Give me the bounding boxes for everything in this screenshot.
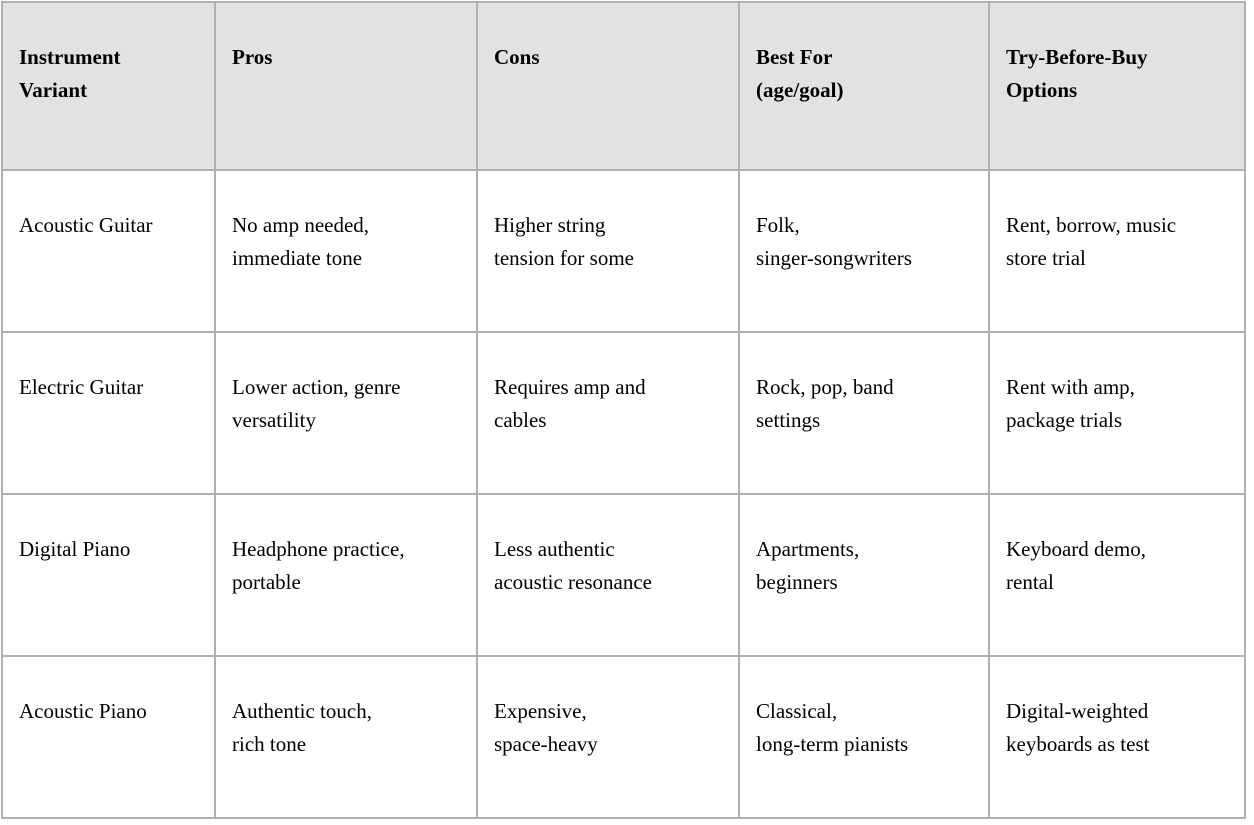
table-cell: Apartments, beginners (738, 493, 990, 657)
header-cell-instrument-variant: Instrument Variant (1, 1, 216, 171)
header-cell-cons: Cons (476, 1, 740, 171)
row-label-cell: Acoustic Piano (1, 655, 216, 819)
table-cell: Requires amp and cables (476, 331, 740, 495)
header-cell-try-before-buy: Try-Before-Buy Options (988, 1, 1246, 171)
table-cell: Headphone practice, portable (214, 493, 478, 657)
header-cell-best-for: Best For (age/goal) (738, 1, 990, 171)
row-label-cell: Digital Piano (1, 493, 216, 657)
table-cell: Classical, long-term pianists (738, 655, 990, 819)
table-cell: No amp needed, immediate tone (214, 169, 478, 333)
table-cell: Authentic touch, rich tone (214, 655, 478, 819)
header-cell-pros: Pros (214, 1, 478, 171)
table-row: Acoustic Piano Authentic touch, rich ton… (1, 655, 1246, 819)
table-cell: Rent with amp, package trials (988, 331, 1246, 495)
table-cell: Higher string tension for some (476, 169, 740, 333)
table-cell: Expensive, space-heavy (476, 655, 740, 819)
table-cell: Less authentic acoustic resonance (476, 493, 740, 657)
table-row: Acoustic Guitar No amp needed, immediate… (1, 169, 1246, 333)
table-header-row: Instrument Variant Pros Cons Best For (a… (1, 1, 1246, 171)
row-label-cell: Acoustic Guitar (1, 169, 216, 333)
table-cell: Folk, singer-songwriters (738, 169, 990, 333)
row-label-cell: Electric Guitar (1, 331, 216, 495)
table-row: Electric Guitar Lower action, genre vers… (1, 331, 1246, 495)
table-cell: Digital-weighted keyboards as test (988, 655, 1246, 819)
table-cell: Rock, pop, band settings (738, 331, 990, 495)
table-cell: Rent, borrow, music store trial (988, 169, 1246, 333)
table-cell: Keyboard demo, rental (988, 493, 1246, 657)
table-row: Digital Piano Headphone practice, portab… (1, 493, 1246, 657)
table-cell: Lower action, genre versatility (214, 331, 478, 495)
